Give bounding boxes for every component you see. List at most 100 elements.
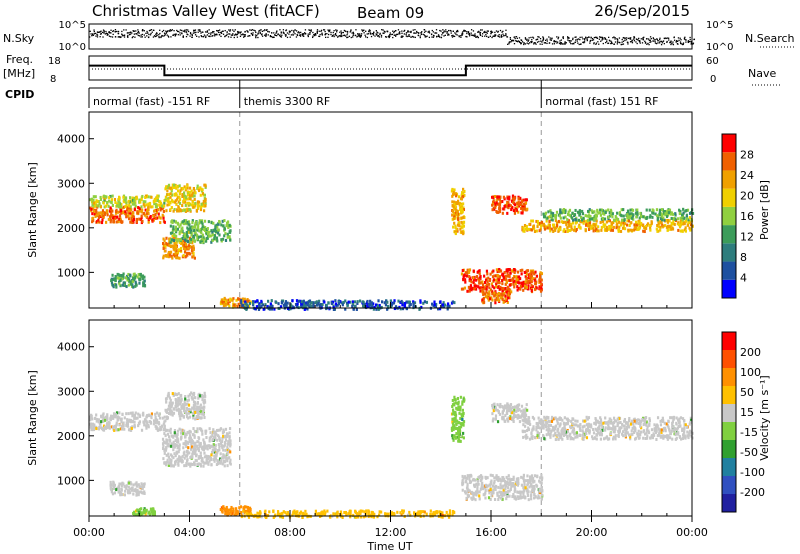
range-cell [591,226,595,230]
date-label: 26/Sep/2015 [594,2,690,20]
nsky-point [438,36,441,38]
nsky-point [235,34,237,36]
nsky-point [216,30,219,32]
range-cell [652,211,655,215]
nsky-point [682,43,684,46]
nsky-point [453,35,455,37]
range-cell [172,443,175,447]
range-cell [644,225,648,229]
range-cell [179,399,182,403]
nsky-point [565,42,567,44]
nsky-point [149,29,151,31]
nsky-point [539,37,542,40]
range-cell [509,204,512,208]
nsky-point [328,30,331,32]
range-cell [192,186,195,190]
range-cell [687,218,690,222]
range-cell [208,455,212,459]
range-cell [110,281,114,285]
nsky-point [517,40,519,42]
nsky-point [100,30,102,32]
nsky-point [486,30,488,32]
nsky-point [333,34,335,36]
range-cell [110,200,113,204]
range-cell [645,223,649,227]
nsky-point [303,35,305,37]
nsky-point [364,36,367,38]
range-cell [126,206,130,210]
range-cell [451,194,454,198]
range-cell [117,484,120,488]
range-cell [531,269,535,273]
range-cell [538,229,541,233]
range-cell [210,463,213,467]
range-cell [530,280,533,284]
range-cell [203,219,207,223]
range-cell [183,208,186,212]
nsky-point [115,30,118,33]
range-cell [189,408,192,412]
range-cell [511,277,515,281]
range-cell [517,276,520,280]
nsky-point [267,30,269,33]
range-cell [649,214,652,218]
range-cell [568,221,571,225]
nsky-point [146,35,148,37]
range-cell [215,432,218,436]
range-cell [678,208,681,212]
range-cell [192,254,195,258]
range-cell [117,199,120,203]
nsky-point [663,37,666,40]
nsky-point [637,39,639,41]
nsky-point [183,30,186,32]
nsky-point [597,41,599,43]
nsky-point [242,33,244,36]
nsky-point [285,29,288,31]
nsky-point [601,39,603,41]
range-cell [115,411,119,415]
range-cell [595,217,598,221]
range-cell [206,447,209,451]
range-cell [496,273,499,277]
range-cell [124,198,127,202]
nsky-point [461,31,464,33]
nsky-point [672,43,674,46]
range-cell [139,511,142,515]
nsky-point [384,31,386,33]
nsky-point [150,32,152,35]
range-cell [632,213,635,217]
range-cell [601,216,605,220]
range-cell [176,195,180,199]
range-cell [279,305,283,309]
range-cell [339,300,342,304]
nsky-point [119,36,121,39]
range-cell [679,209,682,213]
nsky-point [644,42,647,44]
range-cell [626,213,629,217]
nsky-point [265,29,267,32]
nsky-point [614,41,617,43]
range-cell [186,193,190,197]
nsky-point [296,34,299,37]
range-cell [188,240,191,244]
range-cell [175,253,179,257]
range-cell [174,462,177,466]
range-cell [610,213,613,217]
range-cell [175,230,178,234]
nsky-point [103,31,105,33]
range-cell [507,289,510,293]
range-cell [139,217,143,221]
range-cell [455,228,458,232]
range-cell [128,217,131,221]
range-cell [523,223,527,227]
nsky-point [491,31,494,33]
range-cell [530,289,533,293]
range-cell [186,459,189,463]
range-cell [216,231,220,235]
range-cell [493,207,496,211]
range-cell [593,210,596,214]
range-cell [617,228,620,232]
nsky-point [275,31,278,33]
range-cell [275,300,278,304]
nsky-point [570,40,572,42]
